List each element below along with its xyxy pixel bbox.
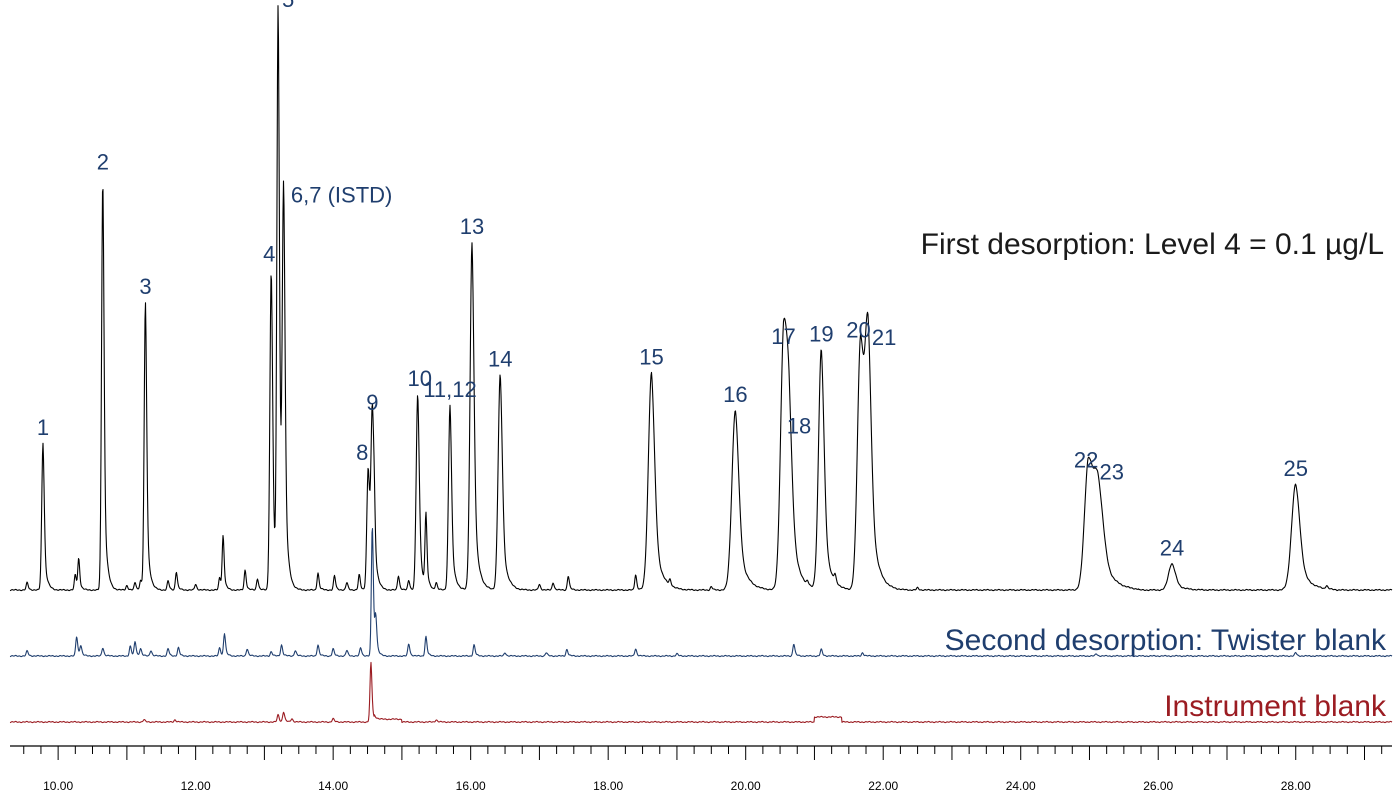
- x-tick-label: 22.00: [868, 779, 898, 793]
- peak-label: 17: [771, 324, 795, 349]
- peak-label: 20: [846, 318, 870, 343]
- peak-label: 15: [639, 345, 663, 370]
- peak-label: 21: [872, 325, 896, 350]
- peak-label: 19: [809, 322, 833, 347]
- peak-label: 1: [37, 415, 49, 440]
- peak-label: 22: [1074, 448, 1098, 473]
- x-tick-label: 20.00: [731, 779, 761, 793]
- peak-label: 8: [356, 440, 368, 465]
- peak-label: 18: [787, 414, 811, 439]
- peak-label: 10: [407, 366, 431, 391]
- x-tick-label: 24.00: [1006, 779, 1036, 793]
- peak-label: 14: [488, 346, 512, 371]
- peak-label: 11,12: [423, 377, 476, 402]
- peak-label: 24: [1160, 536, 1184, 561]
- x-tick-label: 16.00: [456, 779, 486, 793]
- peak-label: 9: [366, 390, 378, 415]
- peak-label: 13: [460, 214, 484, 239]
- trace-1: [9, 528, 1393, 658]
- x-tick-label: 10.00: [43, 779, 73, 793]
- trace-0: [9, 5, 1393, 592]
- chromatogram-traces: [9, 5, 1393, 724]
- x-tick-label: 14.00: [318, 779, 348, 793]
- peak-label: 16: [723, 382, 747, 407]
- trace-2: [9, 661, 1393, 724]
- peak-label: 25: [1283, 456, 1307, 481]
- x-tick-label: 28.00: [1281, 779, 1311, 793]
- x-tick-label: 18.00: [593, 779, 623, 793]
- series-label-instrument-blank: Instrument blank: [1164, 690, 1387, 723]
- x-axis-ticks: [23, 746, 1383, 760]
- peak-label: 4: [263, 242, 275, 267]
- x-tick-label: 26.00: [1143, 779, 1173, 793]
- x-axis-tick-labels: 10.00 12.00 14.00 16.00 18.00 20.00 22.00 24.00…: [43, 779, 1311, 793]
- peak-labels: 123456,7 (ISTD)891011,121314151617181920…: [37, 0, 1308, 561]
- peak-label: 2: [97, 150, 109, 175]
- peak-label: 23: [1099, 460, 1123, 485]
- peak-label: 5: [282, 0, 294, 12]
- series-label-first-desorption: First desorption: Level 4 = 0.1 µg/L: [921, 228, 1384, 261]
- series-label-second-desorption: Second desorption: Twister blank: [945, 624, 1387, 657]
- x-axis: 10.00 12.00 14.00 16.00 18.00 20.00 22.00 24.00…: [10, 745, 1392, 793]
- x-tick-label: 12.00: [181, 779, 211, 793]
- peak-label: 3: [139, 274, 151, 299]
- peak-label: 6,7 (ISTD): [291, 183, 392, 208]
